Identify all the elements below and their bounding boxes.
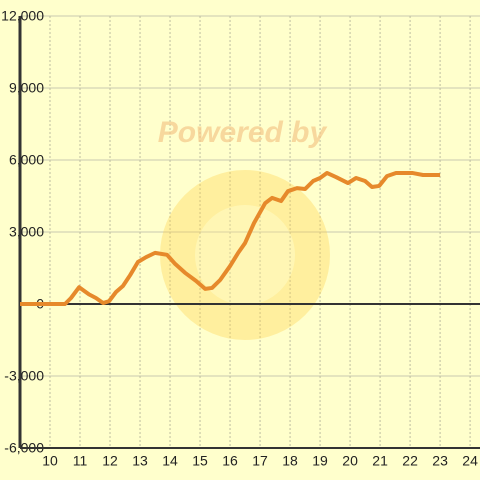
y-tick-label: 9,000 <box>9 80 44 96</box>
x-tick-label: 15 <box>192 453 208 469</box>
watermark-logo <box>160 170 330 340</box>
x-tick-label: 14 <box>162 453 178 469</box>
x-tick-label: 12 <box>102 453 118 469</box>
x-tick-label: 11 <box>73 453 88 469</box>
line-series <box>20 170 441 306</box>
x-tick-label: 23 <box>432 453 448 469</box>
x-tick-label: 16 <box>222 453 238 469</box>
x-tick-label: 22 <box>402 453 418 469</box>
x-tick-label: 17 <box>252 453 268 469</box>
x-tick-label: 18 <box>282 453 298 469</box>
x-tick-label: 13 <box>132 453 148 469</box>
x-tick-label: 19 <box>312 453 328 469</box>
y-tick-label: -3,000 <box>4 368 44 384</box>
y-tick-label: 6,000 <box>9 152 44 168</box>
x-tick-label: 10 <box>42 453 58 469</box>
x-tick-label: 24 <box>462 453 478 469</box>
x-tick-label: 21 <box>372 453 388 469</box>
y-tick-label: 12,000 <box>1 8 44 24</box>
y-tick-label: 3,000 <box>9 224 44 240</box>
x-tick-label: 20 <box>342 453 358 469</box>
watermark: Powered by <box>158 116 328 149</box>
